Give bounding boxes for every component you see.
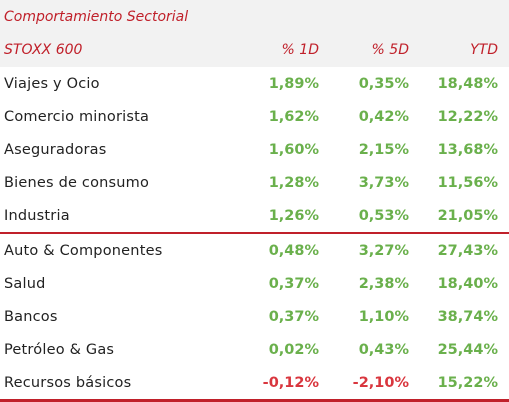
- change-5d: 0,42%: [358, 109, 409, 125]
- change-ytd: 18,40%: [437, 276, 498, 292]
- table-body: Viajes y Ocio 1,89% 0,35% 18,48% Comerci…: [0, 67, 509, 402]
- column-header-ytd: YTD: [470, 42, 498, 58]
- table-row: Aseguradoras 1,60% 2,15% 13,68%: [0, 133, 509, 166]
- change-ytd: 18,48%: [437, 76, 498, 92]
- change-5d: 2,15%: [358, 142, 409, 158]
- sector-name: Petróleo & Gas: [4, 342, 115, 358]
- change-1d: 0,48%: [268, 243, 319, 259]
- sector-name: Aseguradoras: [4, 142, 107, 158]
- change-5d: 1,10%: [358, 309, 409, 325]
- change-5d: 3,73%: [358, 175, 409, 191]
- change-1d: -0,12%: [262, 375, 319, 391]
- table-row: Viajes y Ocio 1,89% 0,35% 18,48%: [0, 67, 509, 100]
- column-header-5d: % 5D: [371, 42, 409, 58]
- table-header: Comportamiento Sectorial STOXX 600 % 1D …: [0, 0, 509, 67]
- table-row: Auto & Componentes 0,48% 3,27% 27,43%: [0, 234, 509, 267]
- change-ytd: 21,05%: [437, 208, 498, 224]
- change-5d: -2,10%: [352, 375, 409, 391]
- group-divider: [0, 232, 509, 234]
- table-row: Petróleo & Gas 0,02% 0,43% 25,44%: [0, 333, 509, 366]
- sector-name: Auto & Componentes: [4, 243, 163, 259]
- table-row: Bienes de consumo 1,28% 3,73% 11,56%: [0, 166, 509, 199]
- table-row: Comercio minorista 1,62% 0,42% 12,22%: [0, 100, 509, 133]
- change-5d: 2,38%: [358, 276, 409, 292]
- table-row: Industria 1,26% 0,53% 21,05%: [0, 199, 509, 232]
- change-5d: 0,35%: [358, 76, 409, 92]
- sector-name: Salud: [4, 276, 46, 292]
- change-1d: 1,26%: [268, 208, 319, 224]
- change-ytd: 25,44%: [437, 342, 498, 358]
- change-ytd: 13,68%: [437, 142, 498, 158]
- change-1d: 1,60%: [268, 142, 319, 158]
- change-5d: 0,43%: [358, 342, 409, 358]
- change-1d: 1,62%: [268, 109, 319, 125]
- change-5d: 0,53%: [358, 208, 409, 224]
- change-1d: 1,89%: [268, 76, 319, 92]
- sector-name: Industria: [4, 208, 70, 224]
- sector-name: Comercio minorista: [4, 109, 150, 125]
- table-row: Bancos 0,37% 1,10% 38,74%: [0, 300, 509, 333]
- table-row: Salud 0,37% 2,38% 18,40%: [0, 267, 509, 300]
- sector-name: Recursos básicos: [4, 375, 132, 391]
- sector-name: Viajes y Ocio: [4, 76, 100, 92]
- change-1d: 0,02%: [268, 342, 319, 358]
- change-ytd: 12,22%: [437, 109, 498, 125]
- change-ytd: 38,74%: [437, 309, 498, 325]
- change-ytd: 15,22%: [437, 375, 498, 391]
- change-1d: 0,37%: [268, 309, 319, 325]
- column-headers: STOXX 600 % 1D % 5D YTD: [0, 42, 509, 60]
- change-1d: 0,37%: [268, 276, 319, 292]
- change-ytd: 11,56%: [437, 175, 498, 191]
- sector-name: Bancos: [4, 309, 58, 325]
- column-header-1d: % 1D: [281, 42, 319, 58]
- table-title: Comportamiento Sectorial: [4, 9, 189, 25]
- change-1d: 1,28%: [268, 175, 319, 191]
- table-row: Recursos básicos -0,12% -2,10% 15,22%: [0, 366, 509, 399]
- column-header-index: STOXX 600: [4, 42, 83, 58]
- sector-name: Bienes de consumo: [4, 175, 150, 191]
- change-5d: 3,27%: [358, 243, 409, 259]
- change-ytd: 27,43%: [437, 243, 498, 259]
